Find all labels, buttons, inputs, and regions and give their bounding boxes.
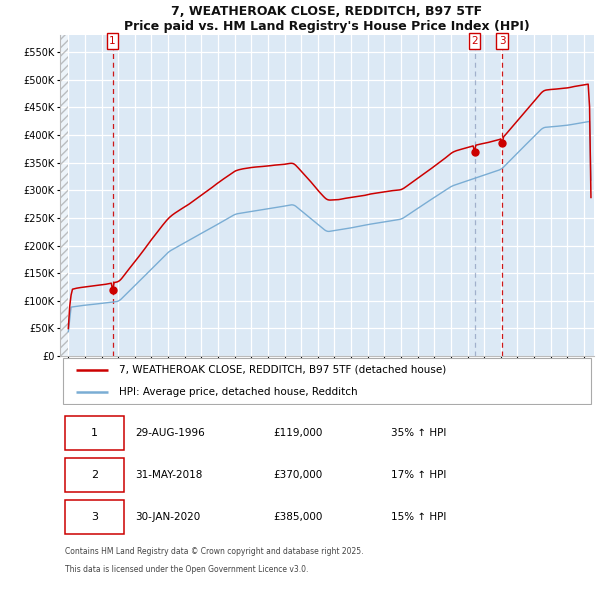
Text: 2: 2 xyxy=(91,470,98,480)
FancyBboxPatch shape xyxy=(65,417,124,450)
Text: Contains HM Land Registry data © Crown copyright and database right 2025.: Contains HM Land Registry data © Crown c… xyxy=(65,547,364,556)
Text: 35% ↑ HPI: 35% ↑ HPI xyxy=(391,428,446,438)
Text: £385,000: £385,000 xyxy=(274,512,323,522)
Text: 1: 1 xyxy=(109,36,116,46)
Text: 3: 3 xyxy=(499,36,505,46)
Title: 7, WEATHEROAK CLOSE, REDDITCH, B97 5TF
Price paid vs. HM Land Registry's House P: 7, WEATHEROAK CLOSE, REDDITCH, B97 5TF P… xyxy=(124,5,530,33)
Text: 2: 2 xyxy=(471,36,478,46)
FancyBboxPatch shape xyxy=(62,358,592,404)
FancyBboxPatch shape xyxy=(65,500,124,535)
FancyBboxPatch shape xyxy=(65,458,124,492)
Polygon shape xyxy=(60,35,68,356)
Text: 29-AUG-1996: 29-AUG-1996 xyxy=(135,428,205,438)
Text: 3: 3 xyxy=(91,512,98,522)
Text: HPI: Average price, detached house, Redditch: HPI: Average price, detached house, Redd… xyxy=(119,386,358,396)
Text: £370,000: £370,000 xyxy=(274,470,323,480)
Text: This data is licensed under the Open Government Licence v3.0.: This data is licensed under the Open Gov… xyxy=(65,565,309,574)
Text: 7, WEATHEROAK CLOSE, REDDITCH, B97 5TF (detached house): 7, WEATHEROAK CLOSE, REDDITCH, B97 5TF (… xyxy=(119,365,446,375)
Text: 15% ↑ HPI: 15% ↑ HPI xyxy=(391,512,446,522)
Text: 31-MAY-2018: 31-MAY-2018 xyxy=(135,470,202,480)
Text: 30-JAN-2020: 30-JAN-2020 xyxy=(135,512,200,522)
Text: 1: 1 xyxy=(91,428,98,438)
Text: £119,000: £119,000 xyxy=(274,428,323,438)
Text: 17% ↑ HPI: 17% ↑ HPI xyxy=(391,470,446,480)
